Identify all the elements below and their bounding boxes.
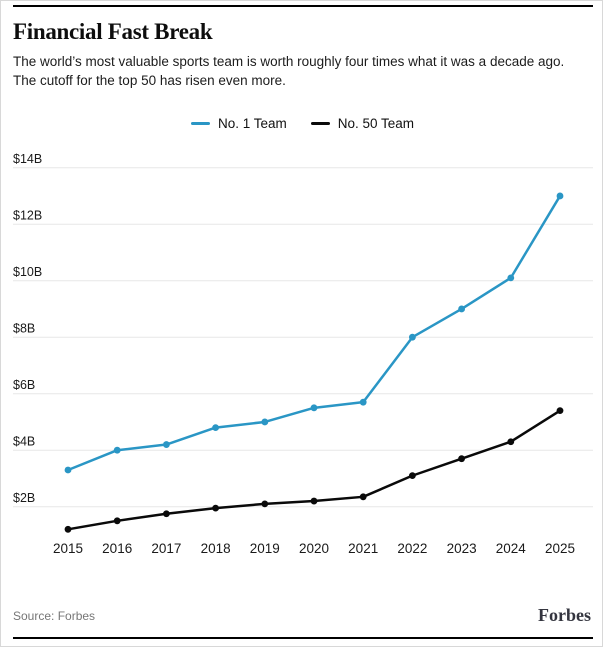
legend-item-no-1-team: No. 1 Team (190, 116, 287, 131)
data-point (261, 418, 269, 426)
data-point (556, 407, 564, 415)
top-divider (13, 5, 593, 7)
data-point (261, 500, 269, 508)
legend-swatch-no-50-team (310, 121, 330, 126)
data-point (507, 274, 515, 282)
y-axis-tick-label: $12B (13, 209, 42, 223)
data-point (310, 404, 318, 412)
y-axis-tick-label: $10B (13, 265, 42, 279)
data-point (163, 441, 170, 448)
data-point (458, 305, 465, 313)
page-title: Financial Fast Break (13, 19, 213, 44)
data-point (556, 192, 564, 200)
x-axis-tick-label: 2022 (397, 541, 427, 556)
subtitle-line-1: The world’s most valuable sports team is… (13, 54, 565, 69)
data-point (64, 525, 72, 533)
series-line-no-50-team (66, 409, 562, 531)
x-axis-tick-label: 2025 (545, 541, 575, 556)
chart-subtitle: The world’s most valuable sports team is… (13, 52, 564, 90)
x-axis-tick-label: 2018 (201, 541, 231, 556)
x-axis-tick-label: 2017 (151, 541, 181, 556)
x-axis-tick-label: 2021 (348, 541, 378, 556)
bottom-divider (13, 637, 593, 639)
data-point (212, 424, 220, 431)
chart-legend: No. 1 Team No. 50 Team (1, 116, 602, 131)
legend-item-no-50-team: No. 50 Team (310, 116, 415, 131)
forbes-logo: Forbes (538, 605, 591, 625)
subtitle-line-2: The cutoff for the top 50 has risen even… (13, 73, 286, 88)
legend-label-no-1-team: No. 1 Team (217, 116, 287, 131)
y-axis-tick-label: $14B (13, 152, 42, 166)
data-point (113, 517, 121, 525)
x-axis-tick-label: 2023 (447, 541, 477, 556)
y-axis-tick-label: $2B (13, 491, 35, 505)
data-point (64, 466, 72, 474)
source-note: Source: Forbes (13, 609, 96, 623)
data-point (458, 455, 465, 463)
data-point (409, 333, 416, 341)
x-axis-tick-label: 2020 (299, 541, 329, 556)
y-axis-tick-label: $8B (13, 322, 35, 336)
legend-label-no-50-team: No. 50 Team (337, 116, 415, 131)
series-line-no-1-team (66, 194, 562, 472)
data-point (212, 504, 220, 512)
data-point (507, 438, 515, 446)
data-point (113, 446, 121, 454)
y-axis-tick-label: $4B (13, 435, 35, 449)
x-axis-tick-label: 2016 (102, 541, 132, 556)
x-axis-tick-label: 2019 (250, 541, 280, 556)
legend-swatch-no-1-team (190, 121, 210, 126)
data-point (359, 493, 367, 501)
x-axis-tick-label: 2015 (53, 541, 83, 556)
y-axis-tick-label: $6B (13, 378, 35, 392)
data-point (163, 510, 170, 518)
data-point (359, 398, 367, 406)
x-axis-tick-label: 2024 (496, 541, 527, 556)
data-point (310, 497, 318, 505)
data-point (409, 472, 416, 480)
